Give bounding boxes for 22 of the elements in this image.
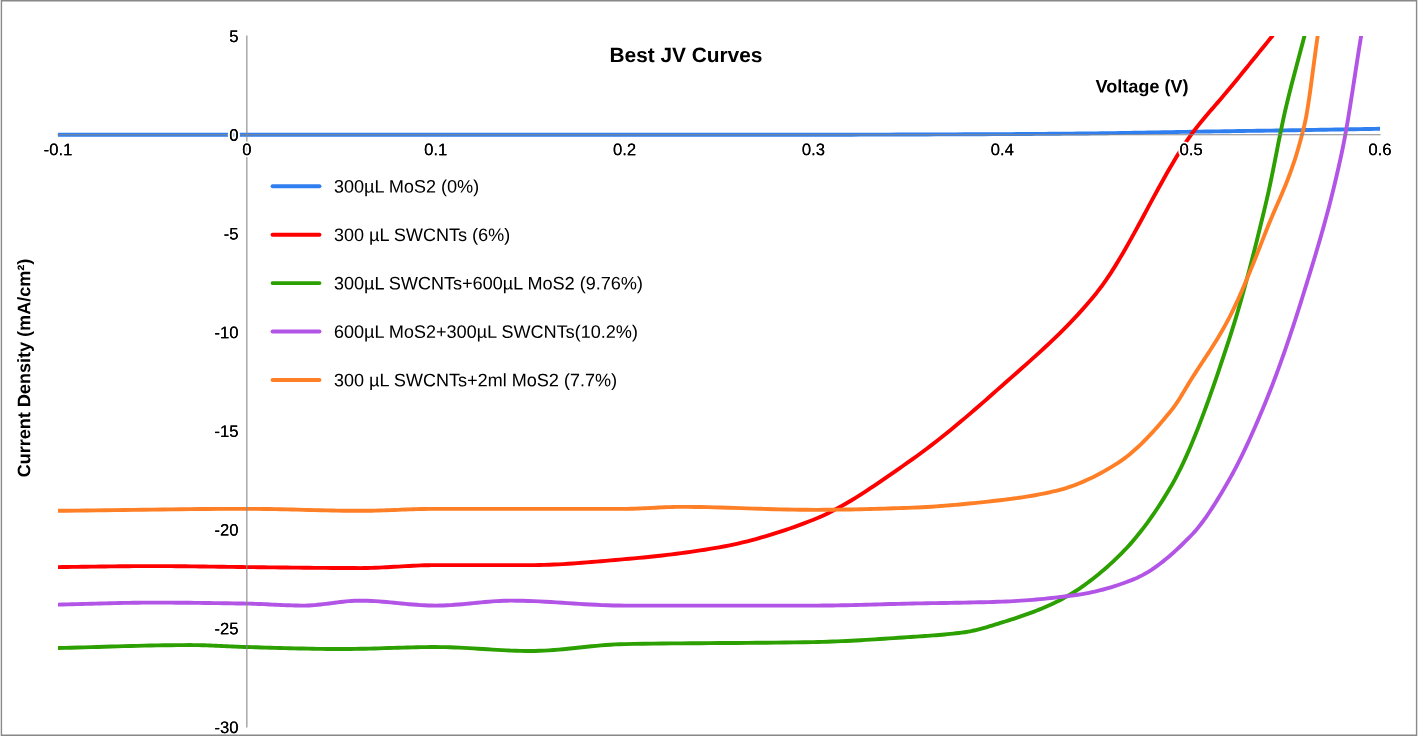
y-tick-label: 5 [229,30,238,43]
y-tick-label: -20 [215,523,238,536]
chart-title: Best JV Curves [610,47,762,63]
legend-label: 300 µL SWCNTs+2ml MoS2 (7.7%) [334,373,616,391]
y-tick-label: -15 [215,425,238,438]
x-tick-label: 0.2 [613,143,636,156]
x-axis-title: Voltage (V) [1095,79,1188,97]
x-tick-label: 0.6 [1369,143,1391,156]
legend-label: 600µL MoS2+300µL SWCNTs(10.2%) [334,324,637,342]
y-tick-label: -30 [215,721,238,734]
y-tick-label: -25 [215,622,238,635]
legend-label: 300 µL SWCNTs (6%) [334,227,510,245]
y-tick-label: -5 [224,228,238,240]
x-tick-label: -0.1 [44,143,72,156]
legend-label: 300µL SWCNTs+600µL MoS2 (9.76%) [334,276,642,294]
y-tick-label: -10 [215,326,238,339]
legend-label: 300µL MoS2 (0%) [334,179,479,197]
x-tick-label: 0.4 [991,143,1014,156]
x-tick-label: 0.1 [424,143,447,156]
y-axis-title: Current Density (mA/cm²) [17,259,34,477]
x-tick-label: 0 [242,143,251,156]
x-tick-label: 0.3 [802,143,825,156]
